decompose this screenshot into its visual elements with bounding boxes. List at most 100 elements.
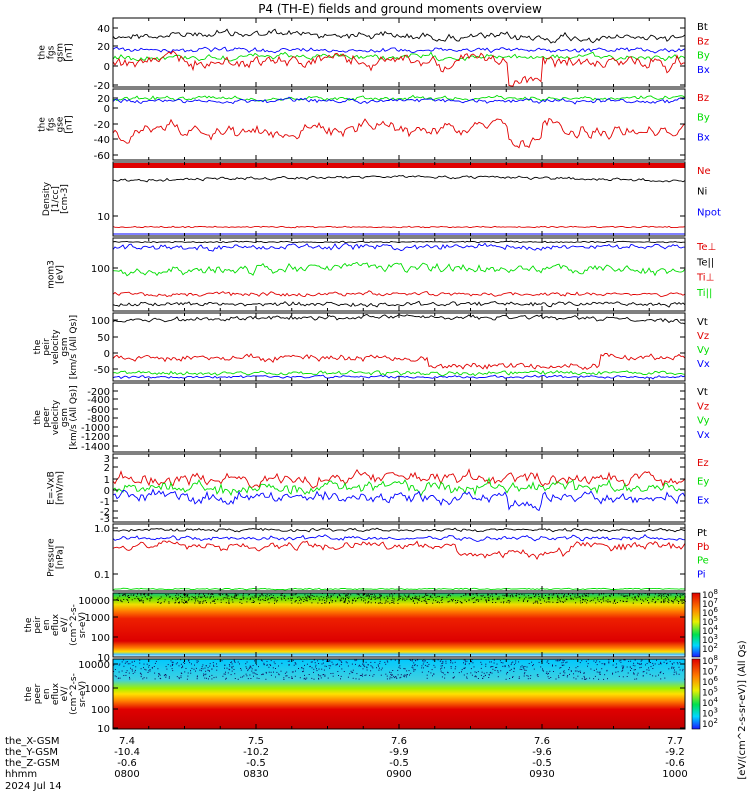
electron-spectrogram-speckle xyxy=(205,673,207,675)
electron-spectrogram-speckle xyxy=(445,660,447,662)
ion-spectrogram-speckle xyxy=(495,602,497,603)
electron-spectrogram-speckle xyxy=(444,677,446,679)
ion-spectrogram-speckle xyxy=(584,594,586,596)
colorbar-electron-tick: 102 xyxy=(702,717,718,730)
ion-spectrogram-speckle xyxy=(356,593,358,595)
ion-spectrogram-speckle xyxy=(370,598,372,600)
electron-spectrogram-speckle xyxy=(362,668,364,670)
electron-spectrogram-speckle xyxy=(671,667,672,669)
electron-spectrogram-speckle xyxy=(440,660,442,662)
ion-spectrogram-speckle xyxy=(182,602,184,604)
ion-spectrogram-speckle xyxy=(243,597,245,599)
ion-spectrogram-speckle xyxy=(676,594,678,596)
electron-spectrogram-speckle xyxy=(672,667,674,669)
x-axis-value: 0900 xyxy=(386,769,411,780)
ion-spectrogram-speckle xyxy=(547,598,549,600)
ion-spectrogram-speckle xyxy=(664,600,666,602)
electron-spectrogram-speckle xyxy=(249,666,251,668)
y-tick-label: 1 xyxy=(104,475,110,486)
colorbar-electron-tick: 103 xyxy=(702,707,718,720)
electron-spectrogram-speckle xyxy=(463,662,464,664)
ion-spectrogram-speckle xyxy=(375,602,376,604)
ion-spectrogram-speckle xyxy=(577,596,579,598)
electron-spectrogram-speckle xyxy=(209,663,211,665)
ion-spectrogram-speckle xyxy=(417,598,419,600)
ion-spectrogram-speckle xyxy=(130,594,132,596)
ion-spectrogram-speckle xyxy=(682,594,684,595)
electron-spectrogram-speckle xyxy=(406,674,408,676)
electron-spectrogram-speckle xyxy=(172,661,174,663)
electron-spectrogram-speckle xyxy=(191,663,192,665)
ion-spectrogram-speckle xyxy=(225,594,227,596)
ion-spectrogram-speckle xyxy=(116,598,118,600)
legend-entry: Te⊥ xyxy=(696,242,716,253)
ion-spectrogram-speckle xyxy=(532,602,534,604)
electron-spectrogram-speckle xyxy=(676,662,678,664)
y-tick-label: -200 xyxy=(87,387,110,398)
electron-spectrogram-speckle xyxy=(302,671,303,673)
electron-spectrogram-speckle xyxy=(652,664,654,666)
ion-spectrogram-speckle xyxy=(477,600,479,602)
electron-spectrogram-speckle xyxy=(666,662,668,664)
electron-spectrogram-speckle xyxy=(682,670,684,672)
electron-spectrogram-speckle xyxy=(139,672,141,674)
electron-spectrogram-speckle xyxy=(561,662,563,664)
electron-spectrogram-speckle xyxy=(171,668,173,670)
ion-spectrogram-speckle xyxy=(618,593,620,595)
electron-spectrogram-speckle xyxy=(213,664,214,666)
electron-spectrogram-speckle xyxy=(175,663,177,665)
ion-spectrogram-speckle xyxy=(430,595,431,597)
electron-spectrogram-speckle xyxy=(121,661,123,663)
electron-spectrogram-speckle xyxy=(646,669,648,671)
electron-spectrogram-speckle xyxy=(636,674,638,676)
ion-spectrogram-speckle xyxy=(199,602,201,604)
electron-spectrogram-speckle xyxy=(624,659,626,661)
ion-spectrogram-speckle xyxy=(636,599,638,601)
ion-spectrogram-speckle xyxy=(337,597,339,599)
electron-spectrogram-speckle xyxy=(464,661,466,663)
ion-spectrogram-speckle xyxy=(572,598,574,600)
y-tick-label: -2 xyxy=(100,507,110,518)
ion-spectrogram-speckle xyxy=(228,598,230,600)
y-tick-label: 3 xyxy=(104,454,110,465)
electron-spectrogram-speckle xyxy=(531,661,533,663)
ion-spectrogram-speckle xyxy=(387,597,389,599)
electron-spectrogram-speckle xyxy=(505,678,507,680)
electron-spectrogram-speckle xyxy=(398,666,400,668)
electron-spectrogram-speckle xyxy=(187,672,189,674)
electron-spectrogram-speckle xyxy=(648,667,649,669)
y-axis-label: (cm^2-s- xyxy=(69,673,79,715)
ion-spectrogram-speckle xyxy=(270,597,272,599)
ion-spectrogram-speckle xyxy=(425,594,427,596)
electron-spectrogram-speckle xyxy=(129,676,130,678)
electron-spectrogram-speckle xyxy=(262,673,264,675)
electron-spectrogram-speckle xyxy=(131,668,133,670)
electron-spectrogram-speckle xyxy=(442,661,444,663)
ion-spectrogram-speckle xyxy=(412,601,414,603)
series-ti-par-line xyxy=(112,261,686,277)
ion-spectrogram-speckle xyxy=(312,595,314,597)
electron-spectrogram-speckle xyxy=(231,670,233,672)
x-axis-value: 7.7 xyxy=(667,736,683,747)
electron-spectrogram-speckle xyxy=(553,671,554,672)
y-axis-label: [1/cc] xyxy=(51,186,61,212)
electron-spectrogram-speckle xyxy=(129,678,131,680)
electron-spectrogram-speckle xyxy=(577,675,579,677)
electron-spectrogram-speckle xyxy=(678,666,680,668)
ion-spectrogram-speckle xyxy=(228,602,230,604)
ion-spectrogram-speckle xyxy=(435,596,437,598)
ion-spectrogram-speckle xyxy=(663,602,665,604)
ion-spectrogram-speckle xyxy=(584,600,586,602)
electron-spectrogram-speckle xyxy=(119,663,121,665)
electron-spectrogram-speckle xyxy=(450,659,451,661)
ion-spectrogram-speckle xyxy=(436,602,438,603)
electron-spectrogram-speckle xyxy=(500,670,502,672)
ion-spectrogram-speckle xyxy=(609,595,611,597)
x-axis-value: 7.6 xyxy=(534,736,550,747)
electron-spectrogram-speckle xyxy=(413,670,415,672)
y-axis-label: eV/ xyxy=(60,617,70,633)
legend-entry: Vz xyxy=(697,401,709,412)
electron-spectrogram-speckle xyxy=(450,662,452,664)
electron-spectrogram-speckle xyxy=(196,660,198,662)
electron-spectrogram-speckle xyxy=(370,661,372,663)
